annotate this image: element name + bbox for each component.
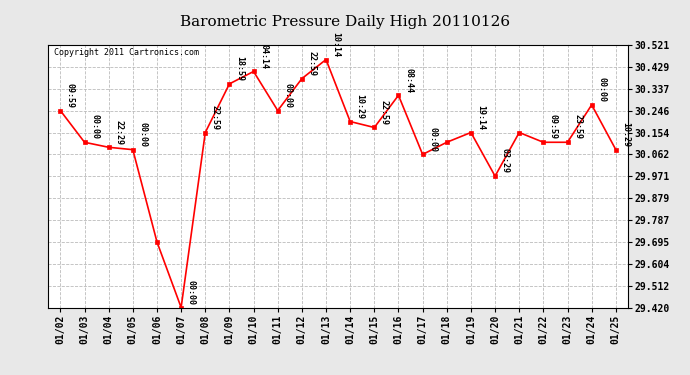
Text: 00:00: 00:00 xyxy=(284,83,293,108)
Text: 10:29: 10:29 xyxy=(622,122,631,147)
Text: 23:59: 23:59 xyxy=(573,114,582,140)
Text: 22:59: 22:59 xyxy=(211,105,220,130)
Text: 00:00: 00:00 xyxy=(598,77,607,102)
Text: 08:44: 08:44 xyxy=(404,68,413,93)
Text: Barometric Pressure Daily High 20110126: Barometric Pressure Daily High 20110126 xyxy=(180,15,510,29)
Text: 00:00: 00:00 xyxy=(428,127,437,152)
Text: 22:29: 22:29 xyxy=(115,120,124,144)
Text: 19:14: 19:14 xyxy=(477,105,486,130)
Text: 09:59: 09:59 xyxy=(66,83,75,108)
Text: 18:59: 18:59 xyxy=(235,56,244,81)
Text: 03:29: 03:29 xyxy=(501,148,510,173)
Text: 10:14: 10:14 xyxy=(332,32,341,57)
Text: 10:29: 10:29 xyxy=(356,94,365,119)
Text: 22:59: 22:59 xyxy=(380,100,389,125)
Text: 04:14: 04:14 xyxy=(259,44,268,69)
Text: 00:00: 00:00 xyxy=(90,114,99,140)
Text: 00:00: 00:00 xyxy=(187,280,196,305)
Text: 09:59: 09:59 xyxy=(549,114,558,140)
Text: Copyright 2011 Cartronics.com: Copyright 2011 Cartronics.com xyxy=(54,48,199,57)
Text: 22:59: 22:59 xyxy=(308,51,317,76)
Text: 00:00: 00:00 xyxy=(139,122,148,147)
